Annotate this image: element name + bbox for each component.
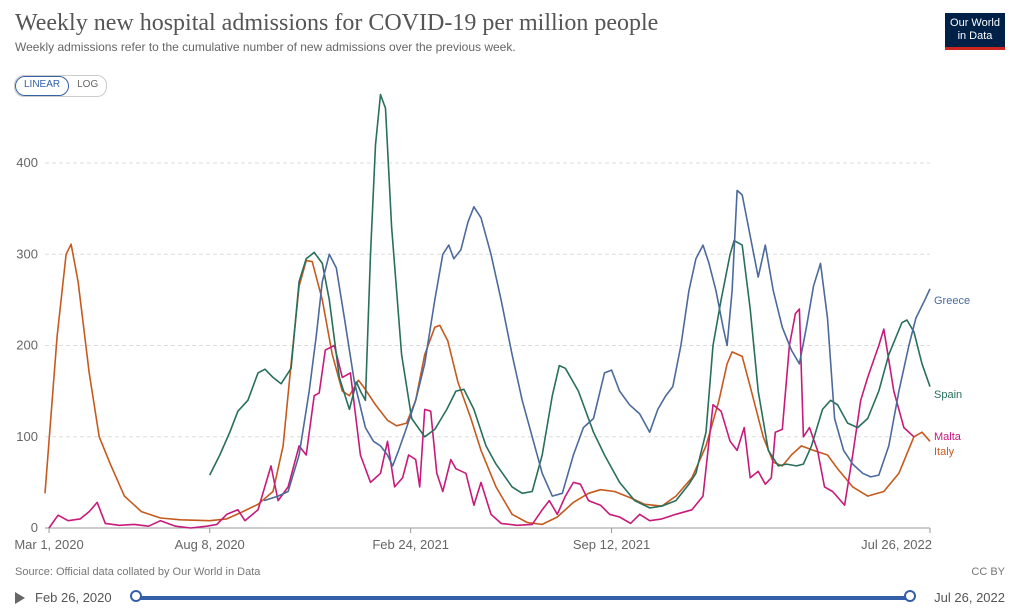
series-label-italy: Italy (934, 446, 955, 458)
series-line-malta (48, 308, 915, 529)
owid-logo[interactable]: Our World in Data (945, 13, 1005, 50)
y-tick-label: 200 (16, 338, 38, 353)
timeline-end-label: Jul 26, 2022 (934, 590, 1005, 605)
play-icon[interactable] (15, 592, 25, 604)
timeline-slider: Feb 26, 2020 Jul 26, 2022 (15, 588, 1005, 608)
source-note: Source: Official data collated by Our Wo… (15, 566, 261, 578)
y-tick-label: 0 (31, 520, 38, 535)
linear-scale-button[interactable]: LINEAR (15, 76, 70, 96)
chart-subtitle: Weekly admissions refer to the cumulativ… (15, 40, 516, 54)
license-link[interactable]: CC BY (971, 566, 1005, 578)
series-line-greece (263, 189, 931, 502)
scale-toggle: LINEAR LOG (14, 75, 108, 97)
series-line-italy (44, 243, 931, 526)
y-tick-label: 100 (16, 429, 38, 444)
x-tick-label: Feb 24, 2021 (372, 537, 449, 552)
chart-title: Weekly new hospital admissions for COVID… (15, 10, 659, 36)
logo-line-1: Our World (950, 17, 1000, 29)
series-label-greece: Greece (934, 295, 970, 307)
logo-line-2: in Data (957, 30, 993, 42)
timeline-track[interactable] (138, 596, 912, 600)
y-tick-label: 400 (16, 155, 38, 170)
x-tick-label: Aug 8, 2020 (175, 537, 245, 552)
x-tick-label: Jul 26, 2022 (861, 537, 932, 552)
series-label-malta: Malta (934, 431, 962, 443)
x-tick-label: Sep 12, 2021 (573, 537, 650, 552)
y-tick-label: 300 (16, 246, 38, 261)
series-label-spain: Spain (934, 389, 962, 401)
timeline-end-handle[interactable] (904, 590, 916, 602)
timeline-start-label: Feb 26, 2020 (35, 590, 112, 605)
timeline-start-handle[interactable] (130, 590, 142, 602)
x-tick-label: Mar 1, 2020 (14, 537, 83, 552)
series-line-spain (208, 93, 931, 509)
log-scale-button[interactable]: LOG (77, 79, 99, 90)
